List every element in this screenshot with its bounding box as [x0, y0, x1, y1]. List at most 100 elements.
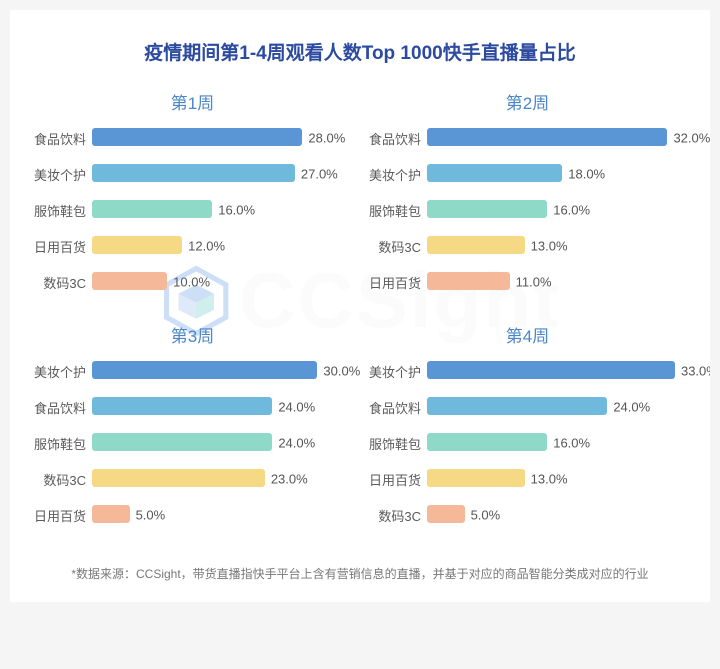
bar-track: 13.0% — [427, 236, 690, 256]
bar-row: 日用百货 5.0% — [30, 501, 355, 529]
value-label: 24.0% — [613, 400, 650, 415]
category-label: 日用百货 — [30, 237, 92, 256]
bar-track: 24.0% — [92, 397, 355, 417]
bar — [427, 469, 525, 487]
bar-row: 食品饮料 24.0% — [365, 393, 690, 421]
bar-track: 24.0% — [427, 397, 690, 417]
value-label: 24.0% — [278, 400, 315, 415]
value-label: 13.0% — [531, 472, 568, 487]
bar-track: 24.0% — [92, 433, 355, 453]
bar-row: 数码3C 23.0% — [30, 465, 355, 493]
value-label: 11.0% — [516, 275, 552, 290]
category-label: 美妆个护 — [365, 165, 427, 184]
bar — [92, 361, 317, 379]
bar-track: 11.0% — [427, 272, 690, 292]
bar — [427, 433, 547, 451]
category-label: 日用百货 — [365, 273, 427, 292]
value-label: 18.0% — [568, 167, 605, 182]
bar-row: 日用百货 11.0% — [365, 268, 690, 296]
bar — [427, 361, 675, 379]
panel-title: 第2周 — [365, 89, 690, 114]
bar — [92, 469, 265, 487]
bar-row: 美妆个护 27.0% — [30, 160, 355, 188]
value-label: 16.0% — [218, 203, 255, 218]
category-label: 美妆个护 — [30, 165, 92, 184]
bar-track: 18.0% — [427, 164, 690, 184]
category-label: 服饰鞋包 — [365, 201, 427, 220]
category-label: 美妆个护 — [365, 362, 427, 381]
bar-track: 12.0% — [92, 236, 355, 256]
bar-row: 日用百货12.0% — [30, 232, 355, 260]
value-label: 23.0% — [271, 472, 308, 487]
category-label: 数码3C — [365, 237, 427, 256]
bar-row: 服饰鞋包 16.0% — [365, 196, 690, 224]
bar — [92, 433, 272, 451]
chart-title: 疫情期间第1-4周观看人数Top 1000快手直播量占比 — [30, 38, 690, 65]
bar-row: 美妆个护30.0% — [30, 357, 355, 385]
bar — [92, 164, 295, 182]
bar-track: 16.0% — [427, 433, 690, 453]
value-label: 10.0% — [173, 275, 210, 290]
category-label: 服饰鞋包 — [365, 434, 427, 453]
chart-card: 疫情期间第1-4周观看人数Top 1000快手直播量占比 CCSight 第1周… — [10, 10, 710, 602]
bar-track: 30.0% — [92, 361, 355, 381]
category-label: 数码3C — [30, 470, 92, 489]
bar — [427, 164, 562, 182]
category-label: 美妆个护 — [30, 362, 92, 381]
value-label: 5.0% — [136, 508, 166, 523]
bar-row: 日用百货 13.0% — [365, 465, 690, 493]
bar — [427, 200, 547, 218]
value-label: 13.0% — [531, 239, 568, 254]
value-label: 16.0% — [553, 203, 590, 218]
bar-track: 33.0% — [427, 361, 690, 381]
category-label: 食品饮料 — [30, 398, 92, 417]
panel-title: 第3周 — [30, 322, 355, 347]
bar — [92, 272, 167, 290]
value-label: 24.0% — [278, 436, 315, 451]
panel-week-2: 第2周食品饮料32.0% 美妆个护 18.0% 服饰鞋包 16.0% 数码3C 13.0% 日… — [365, 89, 690, 304]
panel-week-3: 第3周美妆个护30.0%食品饮料24.0%服饰鞋包24.0%数码3C23.0%日… — [30, 322, 355, 537]
bar — [92, 200, 212, 218]
value-label: 5.0% — [471, 508, 501, 523]
bar-track: 16.0% — [92, 200, 355, 220]
category-label: 食品饮料 — [30, 129, 92, 148]
category-label: 数码3C — [30, 273, 92, 292]
bar-track: 5.0% — [427, 505, 690, 525]
category-label: 日用百货 — [30, 506, 92, 525]
panel-week-1: 第1周食品饮料28.0%美妆个护27.0%服饰鞋包16.0%日用百货12.0%数… — [30, 89, 355, 304]
panel-title: 第1周 — [30, 89, 355, 114]
panel-week-4: 第4周美妆个护33.0%食品饮料24.0%服饰鞋包16.0%日用百货13.0%数… — [365, 322, 690, 537]
bar — [427, 128, 667, 146]
bar-row: 美妆个护 18.0% — [365, 160, 690, 188]
bar-row: 美妆个护33.0% — [365, 357, 690, 385]
bar — [427, 236, 525, 254]
bar-row: 食品饮料 24.0% — [30, 393, 355, 421]
bar — [92, 505, 130, 523]
bar — [92, 128, 302, 146]
category-label: 食品饮料 — [365, 398, 427, 417]
bar-track: 23.0% — [92, 469, 355, 489]
bar — [92, 397, 272, 415]
category-label: 服饰鞋包 — [30, 434, 92, 453]
bar-row: 食品饮料32.0% — [365, 124, 690, 152]
value-label: 28.0% — [308, 131, 345, 146]
bar-row: 食品饮料 28.0% — [30, 124, 355, 152]
category-label: 服饰鞋包 — [30, 201, 92, 220]
bar-track: 13.0% — [427, 469, 690, 489]
bar-track: 10.0% — [92, 272, 355, 292]
bar — [92, 236, 182, 254]
bar-row: 数码3C 13.0% — [365, 232, 690, 260]
charts-layer: 第1周食品饮料28.0%美妆个护27.0%服饰鞋包16.0%日用百货12.0%数… — [30, 89, 690, 582]
category-label: 日用百货 — [365, 470, 427, 489]
value-label: 33.0% — [681, 364, 710, 379]
bar — [427, 272, 510, 290]
bar-track: 32.0% — [427, 128, 690, 148]
panel-grid: 第1周食品饮料28.0%美妆个护27.0%服饰鞋包16.0%日用百货12.0%数… — [30, 89, 690, 537]
value-label: 27.0% — [301, 167, 338, 182]
bar — [427, 397, 607, 415]
panel-title: 第4周 — [365, 322, 690, 347]
bar-row: 服饰鞋包 16.0% — [365, 429, 690, 457]
bar-track: 28.0% — [92, 128, 355, 148]
bar-row: 服饰鞋包 24.0% — [30, 429, 355, 457]
value-label: 16.0% — [553, 436, 590, 451]
